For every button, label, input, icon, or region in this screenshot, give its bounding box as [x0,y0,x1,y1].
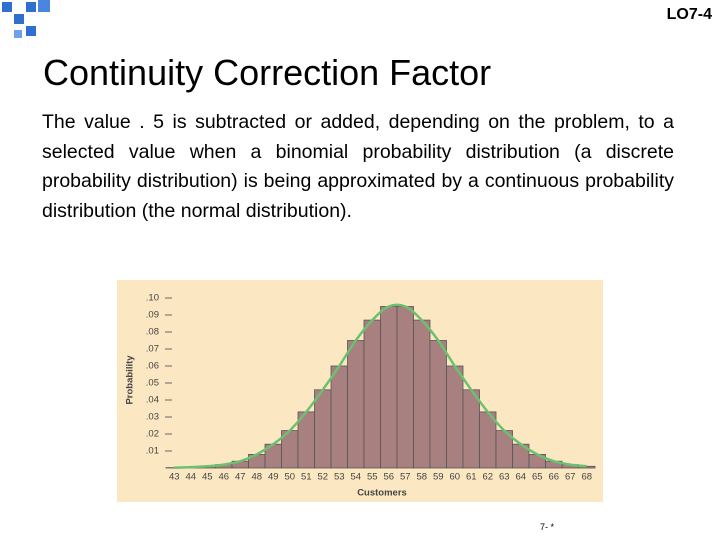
bar [512,443,530,469]
bar [248,453,266,469]
y-tick-label: .09 [146,310,159,321]
x-tick-label: 43 [169,472,180,483]
y-tick-label: .07 [146,344,159,355]
x-tick-label: 48 [251,472,262,483]
y-tick-label: .06 [146,361,159,372]
bar [264,443,282,469]
bar [231,460,249,469]
y-tick-label: .03 [146,412,159,423]
bar [347,340,365,469]
bar [182,466,200,469]
bar [281,430,299,469]
y-axis-label: Probability [125,355,136,405]
bar [462,389,480,469]
x-tick-label: 67 [565,472,576,483]
bar [545,460,563,469]
x-tick-label: 52 [317,472,328,483]
bar [380,306,398,469]
bar [413,319,431,469]
bar [314,389,332,469]
x-tick-label: 47 [235,472,246,483]
chart-background [117,280,603,502]
x-tick-label: 60 [449,472,460,483]
x-tick-label: 51 [301,472,312,483]
x-tick-label: 53 [334,472,345,483]
x-tick-label: 57 [400,472,411,483]
bar [495,430,513,469]
normal-curve [174,303,587,469]
x-tick-label: 64 [515,472,526,483]
x-tick-label: 66 [548,472,559,483]
bar [479,411,497,469]
x-tick-label: 49 [268,472,279,483]
x-tick-label: 54 [350,472,361,483]
x-tick-label: 68 [581,472,592,483]
body-text: The value . 5 is subtracted or added, de… [42,111,674,222]
bar [528,453,546,469]
x-tick-label: 65 [532,472,543,483]
x-tick-label: 63 [499,472,510,483]
x-tick-label: 58 [416,472,427,483]
x-tick-label: 55 [367,472,378,483]
slide-title: Continuity Correction Factor [43,52,492,93]
bar [198,465,216,469]
bar [578,465,596,469]
x-tick-label: 44 [185,472,196,483]
x-tick-label: 56 [383,472,394,483]
lesson-code: LO7-4 [666,6,712,23]
y-tick-label: .02 [146,429,159,440]
y-tick-label: .01 [146,446,159,457]
x-tick-label: 45 [202,472,213,483]
bar [330,365,348,469]
x-axis-label: Customers [357,488,407,499]
y-tick-label: .10 [146,293,159,304]
bar [363,319,381,469]
bar [429,340,447,469]
page-number: 7- * [540,522,555,532]
y-tick-label: .08 [146,327,159,338]
logo [2,0,50,38]
bar [446,365,464,469]
y-tick-label: .05 [146,378,159,389]
x-tick-label: 61 [466,472,477,483]
x-tick-label: 62 [482,472,493,483]
bar [215,464,233,469]
x-tick-label: 59 [433,472,444,483]
bar [561,464,579,469]
bar [396,306,414,469]
y-tick-label: .04 [146,395,159,406]
x-tick-label: 50 [284,472,295,483]
x-tick-label: 46 [218,472,229,483]
bar [297,411,315,469]
